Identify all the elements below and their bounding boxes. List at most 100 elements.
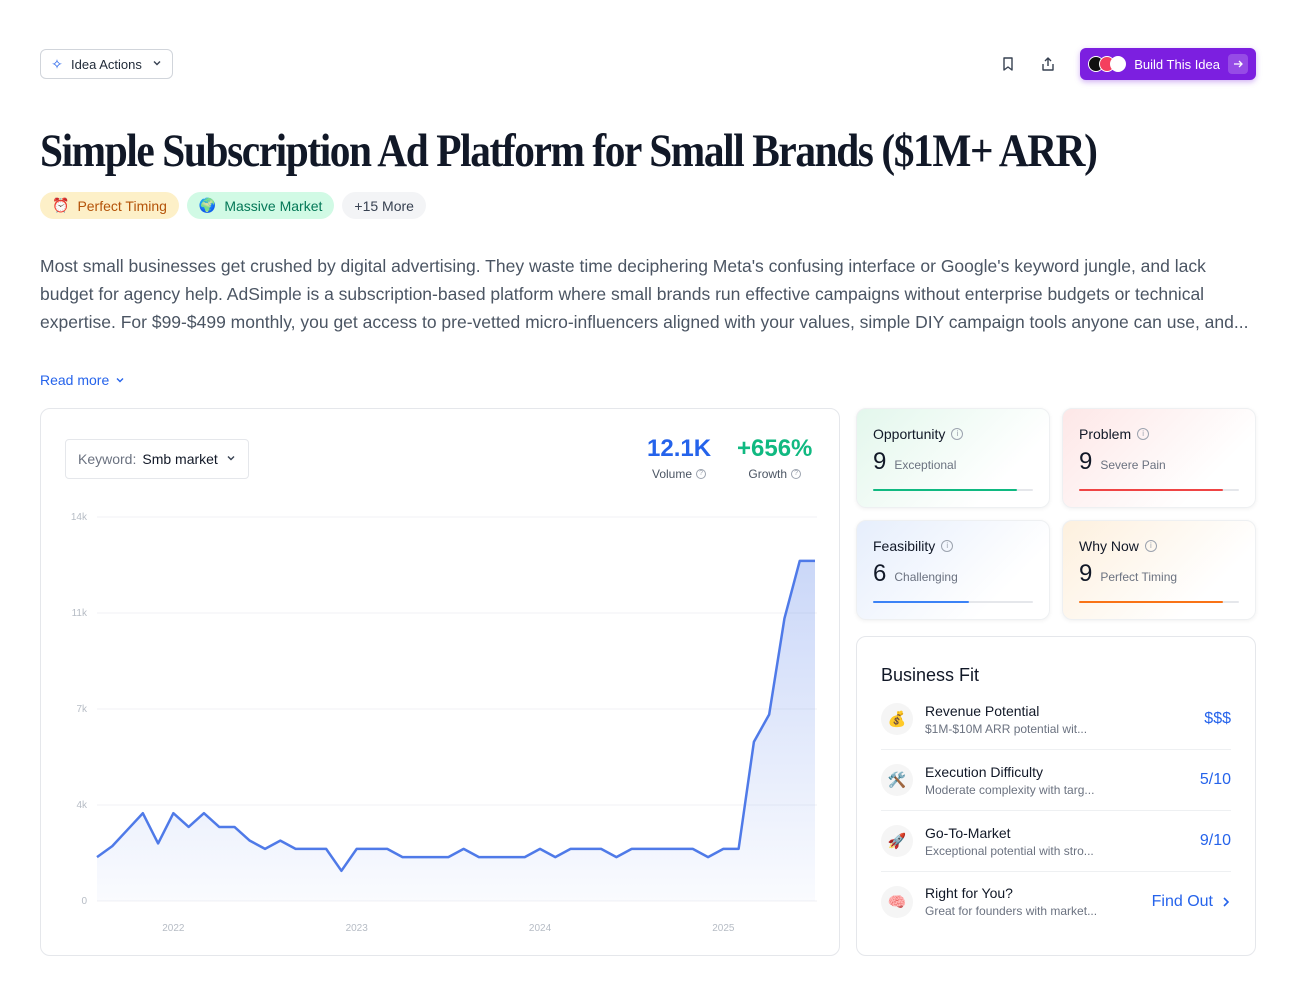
score-value: 6 bbox=[873, 560, 887, 587]
fit-row-name: Revenue Potential bbox=[925, 702, 1040, 719]
y-tick-label: 11k bbox=[72, 608, 88, 619]
idea-actions-dropdown[interactable]: ✧ Idea Actions bbox=[40, 49, 173, 79]
growth-label: Growth bbox=[748, 467, 788, 481]
fit-row-execution-difficulty[interactable]: 🛠️ Execution Difficulty Moderate complex… bbox=[881, 750, 1231, 811]
info-icon[interactable]: i bbox=[1137, 428, 1150, 440]
score-bar-fill bbox=[873, 489, 1017, 491]
fit-row-sub: $1M-$10M ARR potential wit... bbox=[925, 721, 1088, 736]
fit-row-go-to-market[interactable]: 🚀 Go-To-Market Exceptional potential wit… bbox=[881, 811, 1231, 872]
score-card-why-now[interactable]: Why Now i 9 Perfect Timing bbox=[1062, 520, 1256, 620]
score-title: Problem bbox=[1079, 426, 1132, 442]
top-actions: Build This Idea bbox=[992, 48, 1256, 80]
score-title: Why Now bbox=[1079, 538, 1139, 554]
score-bar-fill bbox=[1079, 601, 1223, 603]
trend-chart[interactable]: 0 4k 7k 11k 14k 2022 2023 2024 2025 bbox=[41, 499, 839, 939]
chevron-down-icon bbox=[152, 58, 162, 71]
volume-label: Volume bbox=[652, 467, 693, 481]
badge-label: Perfect Timing bbox=[77, 197, 167, 214]
brain-icon: 🧠 bbox=[881, 885, 913, 918]
badge-label: Massive Market bbox=[224, 197, 323, 214]
score-value: 9 bbox=[1079, 560, 1093, 587]
score-bar bbox=[1079, 489, 1239, 491]
score-card-feasibility[interactable]: Feasibility i 6 Challenging bbox=[856, 520, 1050, 620]
read-more-label: Read more bbox=[40, 372, 110, 388]
chevron-down-icon bbox=[116, 378, 124, 383]
build-this-idea-button[interactable]: Build This Idea bbox=[1080, 48, 1256, 80]
idea-description: Most small businesses get crushed by dig… bbox=[40, 256, 1249, 332]
idea-actions-label: Idea Actions bbox=[71, 56, 142, 72]
chevron-down-icon bbox=[226, 453, 236, 466]
alarm-clock-icon: ⏰ bbox=[52, 197, 70, 213]
score-title: Feasibility bbox=[873, 538, 936, 554]
score-desc: Perfect Timing bbox=[1100, 570, 1178, 584]
growth-stat: +656% Growth? bbox=[737, 435, 812, 481]
score-value: 9 bbox=[873, 448, 887, 475]
fit-row-sub: Great for founders with market... bbox=[925, 904, 1098, 918]
keyword-select[interactable]: Keyword: Smb market bbox=[65, 439, 249, 479]
top-bar: ✧ Idea Actions Build This Idea bbox=[40, 48, 1256, 80]
trend-chart-card: Keyword: Smb market 12.1K Volume? +656% … bbox=[40, 408, 840, 956]
fit-row-name: Go-To-Market bbox=[925, 824, 1011, 841]
partner-logos bbox=[1088, 56, 1127, 72]
fit-row-right-for-you[interactable]: 🧠 Right for You? Great for founders with… bbox=[881, 871, 1231, 932]
score-desc: Severe Pain bbox=[1100, 458, 1166, 472]
logo-icon bbox=[1110, 56, 1127, 72]
y-tick-label: 14k bbox=[71, 512, 88, 523]
money-bag-icon: 💰 bbox=[881, 703, 913, 735]
build-label: Build This Idea bbox=[1134, 56, 1220, 72]
business-fit-card: Business Fit 💰 Revenue Potential $1M-$10… bbox=[856, 636, 1256, 956]
badge-label: +15 More bbox=[354, 197, 414, 214]
info-icon[interactable]: i bbox=[951, 428, 964, 440]
growth-value: +656% bbox=[737, 435, 813, 462]
fit-row-value: 5/10 bbox=[1199, 771, 1231, 788]
info-icon[interactable]: i bbox=[941, 540, 954, 552]
bookmark-button[interactable] bbox=[992, 48, 1024, 80]
help-icon[interactable]: ? bbox=[696, 469, 707, 479]
rocket-icon: 🚀 bbox=[881, 825, 913, 857]
series-area bbox=[97, 560, 815, 901]
score-card-problem[interactable]: Problem i 9 Severe Pain bbox=[1062, 408, 1256, 508]
badge-list: ⏰ Perfect Timing 🌍 Massive Market +15 Mo… bbox=[40, 192, 426, 219]
fit-row-sub: Exceptional potential with stro... bbox=[925, 843, 1094, 858]
read-more-link[interactable]: Read more bbox=[40, 372, 125, 388]
badge-massive-market[interactable]: 🌍 Massive Market bbox=[186, 192, 335, 219]
fit-row-name: Right for You? bbox=[925, 885, 1013, 901]
fit-row-revenue-potential[interactable]: 💰 Revenue Potential $1M-$10M ARR potenti… bbox=[881, 689, 1231, 750]
score-bar-fill bbox=[873, 601, 969, 603]
x-tick-label: 2022 bbox=[162, 923, 185, 934]
score-bar bbox=[873, 489, 1033, 491]
globe-icon: 🌍 bbox=[198, 197, 217, 213]
share-icon bbox=[1042, 57, 1054, 71]
x-tick-label: 2023 bbox=[346, 923, 369, 934]
fit-row-value: $$$ bbox=[1204, 710, 1231, 727]
y-tick-label: 7k bbox=[76, 704, 88, 715]
bookmark-icon bbox=[1003, 57, 1013, 71]
volume-value: 12.1K bbox=[647, 435, 712, 462]
score-card-opportunity[interactable]: Opportunity i 9 Exceptional bbox=[856, 408, 1050, 508]
x-tick-label: 2024 bbox=[529, 923, 552, 934]
fit-row-value: 9/10 bbox=[1199, 832, 1231, 849]
badge-perfect-timing[interactable]: ⏰ Perfect Timing bbox=[40, 192, 179, 219]
score-value: 9 bbox=[1079, 448, 1093, 475]
y-tick-label: 4k bbox=[76, 800, 88, 811]
fit-row-sub: Moderate complexity with targ... bbox=[925, 782, 1095, 797]
info-icon[interactable]: i bbox=[1144, 540, 1157, 552]
tools-icon: 🛠️ bbox=[881, 764, 913, 796]
chevron-right-icon bbox=[1223, 896, 1230, 907]
score-bar bbox=[873, 601, 1033, 603]
x-tick-label: 2025 bbox=[712, 923, 735, 934]
y-tick-label: 0 bbox=[81, 896, 87, 907]
share-button[interactable] bbox=[1032, 48, 1064, 80]
keyword-label: Keyword: bbox=[78, 451, 137, 467]
fit-row-name: Execution Difficulty bbox=[925, 763, 1044, 780]
help-icon[interactable]: ? bbox=[791, 469, 802, 479]
score-bar-fill bbox=[1079, 489, 1223, 491]
score-desc: Challenging bbox=[894, 570, 958, 584]
badge-more-button[interactable]: +15 More bbox=[342, 192, 426, 219]
business-fit-title: Business Fit bbox=[881, 665, 980, 685]
keyword-value: Smb market bbox=[142, 451, 218, 467]
score-bar bbox=[1079, 601, 1239, 603]
arrow-right-icon bbox=[1228, 54, 1248, 74]
find-out-link[interactable]: Find Out bbox=[1152, 893, 1231, 911]
score-desc: Exceptional bbox=[894, 458, 957, 472]
